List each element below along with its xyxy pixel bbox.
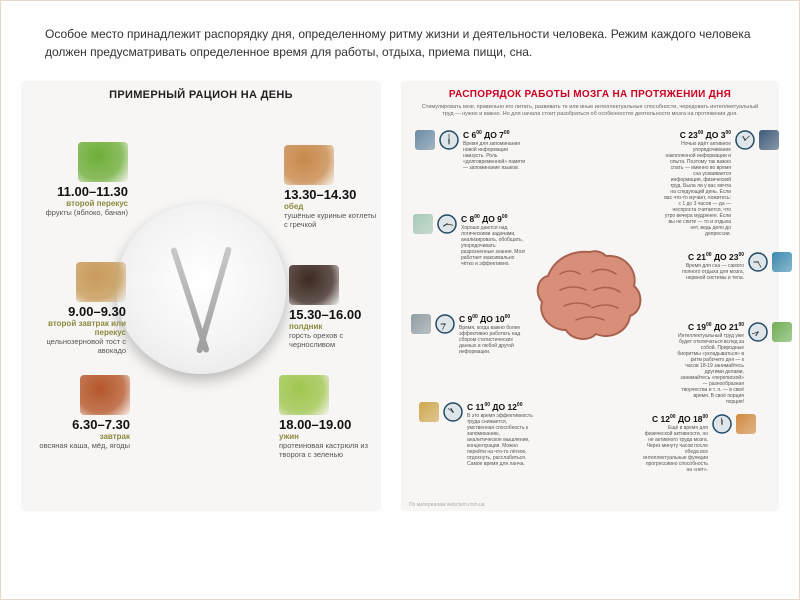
meal-name: завтрак	[35, 432, 130, 441]
meal-item: 18.00–19.00ужинпротеиновая кастрюля из т…	[279, 375, 374, 459]
slot-desc: Интеллектуальный труд уже будет отключат…	[677, 333, 744, 405]
clock-icon	[748, 322, 768, 342]
meal-time: 6.30–7.30	[35, 417, 130, 432]
slot-icon	[411, 314, 431, 334]
knife-icon	[196, 246, 232, 353]
meal-photo	[76, 262, 126, 302]
meal-panel: ПРИМЕРНЫЙ РАЦИОН НА ДЕНЬ 11.00–11.30втор…	[21, 81, 381, 511]
slot-icon	[736, 414, 756, 434]
meal-photo	[80, 375, 130, 415]
meal-item: 6.30–7.30завтраковсяная каша, мёд, ягоды	[35, 375, 130, 450]
plate-image	[116, 204, 286, 374]
brain-slot: С 800 ДО 900Хорошо даются над логическим…	[413, 214, 528, 267]
intro-text: Особое место принадлежит распорядку дня,…	[15, 15, 785, 81]
brain-icon	[530, 244, 650, 344]
meal-desc: овсяная каша, мёд, ягоды	[35, 441, 130, 450]
slot-time-range: С 600 ДО 700	[463, 130, 530, 140]
meal-item: 15.30–16.00полдникгорсть орехов с чернос…	[289, 265, 384, 349]
clock-icon	[735, 130, 755, 150]
meal-photo	[78, 142, 128, 182]
meal-name: ужин	[279, 432, 374, 441]
meal-time: 18.00–19.00	[279, 417, 374, 432]
brain-panel: РАСПОРЯДОК РАБОТЫ МОЗГА НА ПРОТЯЖЕНИИ ДН…	[401, 81, 779, 511]
slot-icon	[419, 402, 439, 422]
slot-icon	[415, 130, 435, 150]
meal-desc: протеиновая кастрюля из творога с зелень…	[279, 441, 374, 459]
slot-time-range: С 1900 ДО 2100	[677, 322, 744, 332]
slot-time-range: С 1200 ДО 1800	[641, 414, 708, 424]
slot-desc: Хорошо даются над логическими задачами, …	[461, 225, 528, 267]
meal-time: 15.30–16.00	[289, 307, 384, 322]
meal-desc: фрукты (яблоко, банан)	[33, 208, 128, 217]
meal-desc: цельнозерновой тост с авокадо	[31, 337, 126, 355]
slot-desc: Ещё в время для физической активности, н…	[641, 425, 708, 473]
slot-icon	[759, 130, 779, 150]
meal-item: 11.00–11.30второй перекусфрукты (яблоко,…	[33, 142, 128, 217]
meal-time: 11.00–11.30	[33, 184, 128, 199]
slot-time-range: С 2100 ДО 2300	[677, 252, 744, 262]
meal-desc: горсть орехов с черносливом	[289, 331, 384, 349]
meal-photo	[279, 375, 329, 415]
slot-time-range: С 900 ДО 1000	[459, 314, 526, 324]
meal-name: второй перекус	[33, 199, 128, 208]
slot-time-range: С 2300 ДО 300	[664, 130, 731, 140]
slot-desc: Ночью идёт активное упорядочивание накоп…	[664, 141, 731, 237]
slot-icon	[413, 214, 433, 234]
slot-time-range: С 1100 ДО 1200	[467, 402, 534, 412]
clock-icon	[443, 402, 463, 422]
slot-icon	[772, 322, 792, 342]
credit-text: По материалам webctem.com.ua	[409, 502, 485, 508]
clock-icon	[437, 214, 457, 234]
slot-time-range: С 800 ДО 900	[461, 214, 528, 224]
brain-panel-subtitle: Стимулировать мозг, правильно его питать…	[409, 104, 771, 124]
clock-icon	[748, 252, 768, 272]
slot-icon	[772, 252, 792, 272]
slot-desc: Время для запоминания новой информации н…	[463, 141, 530, 171]
brain-panel-title: РАСПОРЯДОК РАБОТЫ МОЗГА НА ПРОТЯЖЕНИИ ДН…	[409, 89, 771, 100]
meal-time: 9.00–9.30	[31, 304, 126, 319]
slot-desc: Время для сна — самого полного отдыха дл…	[677, 263, 744, 281]
slot-desc: В это время эффективность труда снижаетс…	[467, 413, 534, 467]
meal-item: 9.00–9.30второй завтрак или перекусцельн…	[31, 262, 126, 355]
meal-photo	[289, 265, 339, 305]
brain-slot: С 1200 ДО 1800Ещё в время для физической…	[641, 414, 756, 473]
meal-photo	[284, 145, 334, 185]
brain-slot: С 600 ДО 700Время для запоминания новой …	[415, 130, 530, 171]
brain-slot: С 2300 ДО 300Ночью идёт активное упорядо…	[664, 130, 779, 237]
meal-name: полдник	[289, 322, 384, 331]
slot-desc: Время, когда важно более эффективно рабо…	[459, 325, 526, 355]
clock-icon	[712, 414, 732, 434]
brain-slot: С 2100 ДО 2300Время для сна — самого пол…	[677, 252, 792, 281]
brain-slot: С 900 ДО 1000Время, когда важно более эф…	[411, 314, 526, 355]
meal-desc: тушёные куриные котлеты с гречкой	[284, 211, 379, 229]
clock-icon	[435, 314, 455, 334]
brain-slot: С 1100 ДО 1200В это время эффективность …	[419, 402, 534, 467]
clock-icon	[439, 130, 459, 150]
meal-name: обед	[284, 202, 379, 211]
meal-time: 13.30–14.30	[284, 187, 379, 202]
meal-name: второй завтрак или перекус	[31, 319, 126, 337]
meal-item: 13.30–14.30обедтушёные куриные котлеты с…	[284, 145, 379, 229]
brain-slot: С 1900 ДО 2100Интеллектуальный труд уже …	[677, 322, 792, 405]
meal-panel-title: ПРИМЕРНЫЙ РАЦИОН НА ДЕНЬ	[29, 89, 373, 101]
